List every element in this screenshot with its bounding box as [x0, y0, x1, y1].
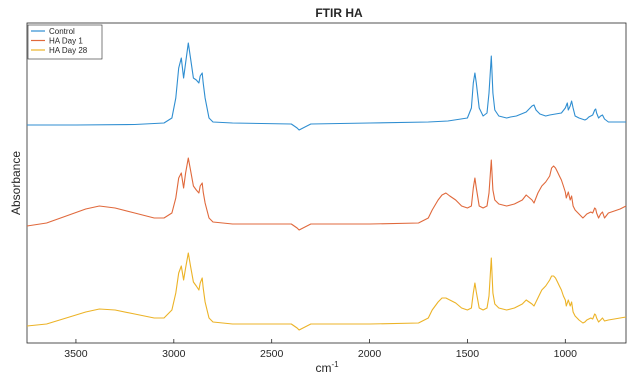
x-axis-label-unit: cm	[315, 361, 331, 375]
x-tick-label-2500: 2500	[260, 348, 284, 360]
x-axis: 3500 3000 2500 2000 1500 1000	[64, 339, 577, 360]
plot-frame	[26, 22, 627, 344]
series-line-control	[27, 42, 626, 131]
x-axis-label: cm-1	[315, 360, 339, 375]
x-tick-label-2000: 2000	[358, 348, 382, 360]
series-line-ha-day-1	[26, 157, 627, 231]
y-axis-label: Absorbance	[9, 151, 23, 215]
x-tick-label-3000: 3000	[162, 348, 186, 360]
plot-area	[26, 42, 627, 331]
x-axis-label-exponent: -1	[331, 360, 339, 369]
legend-label-ha-day-1: HA Day 1	[49, 37, 83, 46]
chart-title: FTIR HA	[315, 6, 363, 20]
legend-box	[27, 24, 103, 60]
series-line-ha-day-28	[26, 252, 627, 331]
legend-label-control: Control	[49, 27, 75, 36]
x-tick-label-3500: 3500	[64, 348, 88, 360]
x-tick-label-1500: 1500	[456, 348, 480, 360]
legend-label-ha-day-28: HA Day 28	[49, 46, 88, 55]
x-tick-label-1000: 1000	[554, 348, 578, 360]
